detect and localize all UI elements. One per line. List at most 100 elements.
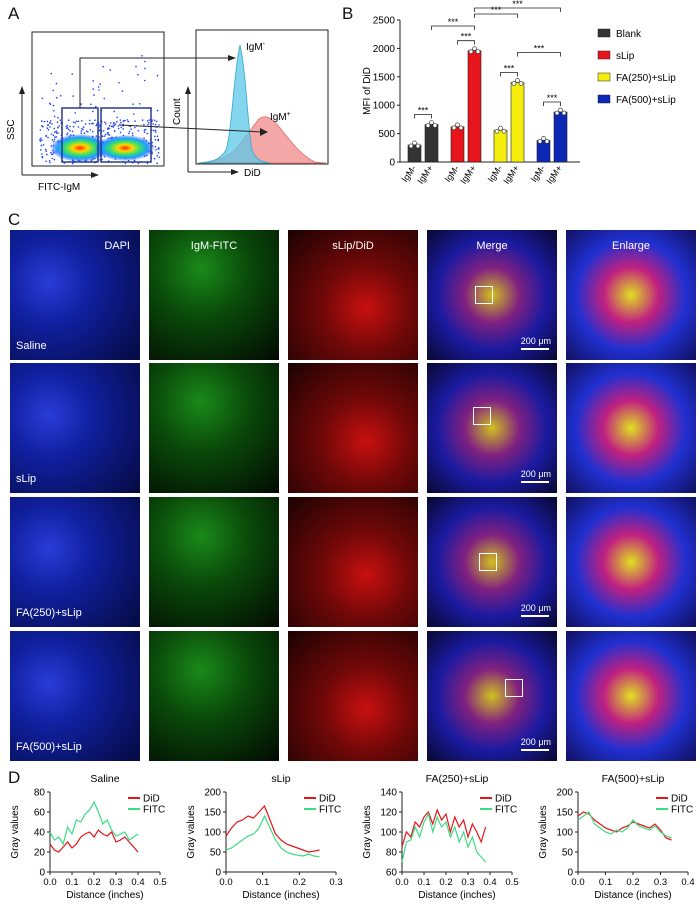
scatter-dot (56, 132, 58, 134)
chart-title: Saline (90, 773, 119, 785)
data-point (498, 125, 503, 131)
scatter-dot (66, 133, 68, 136)
arrow-up-icon (185, 86, 191, 94)
micrograph-1-4 (566, 363, 696, 493)
legend-label: sLip (616, 51, 635, 62)
scatter-dot (116, 116, 118, 119)
y-tick-label: 80 (386, 848, 398, 859)
scatter-dot (126, 119, 129, 121)
significance-bracket (543, 101, 561, 107)
scatter-dot (51, 157, 53, 160)
y-tick-label: 40 (34, 828, 46, 839)
scatter-dot (41, 139, 43, 141)
scatter-dot (121, 90, 124, 92)
y-tick-label: 100 (380, 828, 397, 839)
scatter-dot (109, 122, 112, 124)
legend-swatch (597, 72, 611, 82)
micrograph-1-2 (288, 363, 418, 493)
column-label: IgM-FITC (190, 240, 238, 252)
scatter-dot (55, 130, 57, 133)
data-point (554, 110, 560, 116)
data-point (415, 143, 421, 149)
scatter-dot (144, 60, 146, 63)
significance-bracket (500, 72, 518, 77)
scatter-dot (40, 120, 43, 123)
y-tick-label: 2500 (373, 16, 396, 27)
scatter-dot (134, 126, 136, 129)
micrograph-0-2: sLip/DiD (288, 230, 418, 360)
scatter-dot (67, 128, 70, 131)
scatter-dot (49, 121, 51, 124)
x-tick-label: 0.2 (439, 877, 452, 888)
y-axis-label: Gray values (186, 805, 197, 858)
y-tick-label: 0 (567, 868, 573, 879)
scatter-dot (99, 83, 101, 85)
scatter-dot (143, 79, 146, 82)
x-tick-label: 0.2 (87, 877, 100, 888)
scatter-dot (133, 113, 135, 115)
column-label: sLip/DiD (332, 240, 374, 252)
series-line-fitc (401, 812, 487, 863)
legend-label: DiD (143, 794, 160, 805)
scatter-dot (41, 97, 44, 100)
y-tick-label: 0 (215, 868, 221, 879)
data-point (451, 125, 457, 131)
scatter-dot (81, 120, 83, 122)
scatter-dot (105, 123, 107, 125)
y-tick-label: 50 (210, 848, 222, 859)
micrograph-2-2 (288, 497, 418, 627)
scatter-dot (137, 162, 140, 165)
scatter-dot (108, 127, 110, 130)
scatter-dot (154, 119, 156, 122)
scatter-dot (49, 102, 51, 105)
legend-label: DiD (671, 794, 688, 805)
scatter-dot (75, 120, 78, 123)
scatter-dot (144, 128, 147, 131)
arrow-right-icon (260, 128, 268, 136)
scatter-dot (143, 129, 146, 131)
significance-stars: *** (448, 17, 459, 27)
line-chart-3: FA(500)+sLip 0 50 100 150 200 0.0 0.1 0.2 0.3 0.4 D… (538, 773, 695, 901)
scatter-dot (156, 135, 159, 137)
scatter-dot (42, 125, 44, 128)
scatter-dot (104, 121, 106, 124)
scatter-dot (132, 103, 134, 105)
y-axis-label: Gray values (362, 805, 373, 858)
column-label: Merge (476, 240, 508, 252)
data-point (537, 139, 543, 144)
scatter-dot (53, 127, 55, 130)
x-tick-label: 0.4 (483, 877, 496, 888)
y-tick-label: 80 (34, 788, 46, 799)
panel-a-flow-cytometry: SSC FITC-IgM Count DiD IgM- IgM+ (6, 29, 329, 193)
scatter-dot (103, 97, 106, 100)
scatter-dot (113, 130, 116, 132)
scatter-dot (119, 131, 122, 134)
scatter-dot (69, 129, 71, 132)
density-blob-right (95, 135, 155, 161)
line-chart-0: Saline 0 20 40 60 80 0.0 0.1 0.2 0.3 0.4 0.5 Distanc… (10, 773, 167, 901)
micrograph-2-0: FA(250)+sLip (10, 497, 140, 627)
y-axis-label: Gray values (10, 805, 21, 858)
enlarge-region-box (475, 286, 493, 304)
y-tick-label: 150 (556, 808, 573, 819)
scale-bar (521, 348, 549, 350)
x-tick-label: 0.1 (256, 877, 269, 888)
scatter-xlabel: FITC-IgM (38, 182, 80, 193)
label-igm-pos: IgM+ (270, 111, 291, 123)
scatter-dot (80, 130, 83, 132)
scatter-dot (120, 121, 122, 124)
scatter-dot (80, 132, 83, 134)
histogram-igm-neg (197, 44, 271, 164)
x-axis-label: Distance (inches) (242, 890, 319, 901)
panel-label-d: D (8, 768, 21, 787)
x-tick-label: 0.2 (626, 877, 639, 888)
data-point (455, 122, 460, 128)
y-tick-label: 1500 (373, 72, 396, 83)
scatter-dot (58, 125, 60, 127)
scatter-dot (41, 124, 43, 127)
x-tick-label: 0.0 (395, 877, 408, 888)
scatter-dot (57, 132, 59, 134)
scatter-dot (114, 123, 117, 125)
scatter-dot (94, 119, 96, 121)
x-tick-label: 0.5 (505, 877, 518, 888)
